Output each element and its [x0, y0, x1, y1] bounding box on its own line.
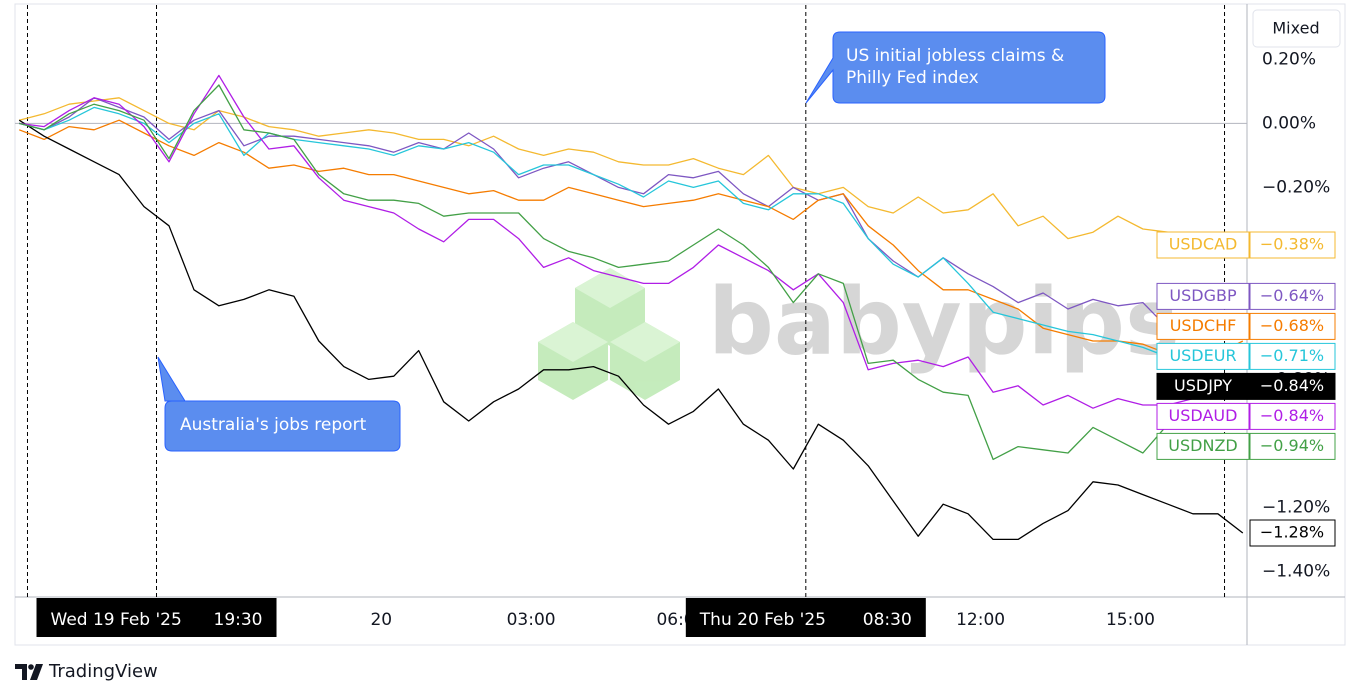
brand-logo — [28, 664, 34, 670]
value-label-box — [1249, 402, 1336, 430]
value-label-box — [1249, 312, 1336, 340]
annotation: Australia's jobs report — [157, 356, 401, 452]
watermark-text: babypips — [708, 268, 1180, 375]
value-label: −0.38% — [1260, 235, 1324, 254]
series-line — [19, 97, 1243, 246]
series-name-box — [1156, 231, 1250, 259]
value-label: −0.94% — [1260, 436, 1324, 455]
brand: TradingView — [15, 661, 158, 682]
scale-mode-button-label[interactable]: Mixed — [1272, 19, 1319, 38]
series-name-box — [1156, 282, 1250, 310]
y-tick-label: −1.40% — [1262, 561, 1330, 581]
series-line — [18, 119, 1244, 355]
brand-logo — [15, 664, 27, 680]
series-name-box — [1156, 402, 1250, 430]
y-tick-label: −1.20% — [1262, 497, 1330, 517]
series-name: USDEUR — [1169, 346, 1236, 365]
watermark-cube — [538, 322, 608, 362]
watermark-cube — [575, 268, 645, 346]
annotation-bubble — [157, 356, 401, 452]
series-name-box — [1156, 342, 1250, 370]
value-label: −0.71% — [1260, 346, 1324, 365]
crosshair-time: 08:30 — [863, 610, 912, 630]
series-line — [19, 106, 1243, 358]
annotation-text: US initial jobless claims & — [846, 46, 1064, 66]
value-label-box — [1249, 231, 1336, 259]
series-name: USDNZD — [1168, 436, 1237, 455]
crosshair-date: Thu 20 Feb '25 — [699, 610, 826, 630]
value-label: −0.84% — [1260, 376, 1324, 395]
x-tick-label: 03:00 — [507, 610, 556, 630]
brand-logo — [30, 664, 43, 680]
value-label-box — [1249, 519, 1336, 547]
annotation-bubble — [805, 31, 1106, 104]
y-tick-label: −0.20% — [1262, 177, 1330, 197]
series-line — [19, 74, 1243, 409]
x-tick-label: 15:00 — [1106, 610, 1155, 630]
series-name: USDAUD — [1169, 406, 1238, 425]
value-label-box — [1249, 372, 1336, 400]
watermark: babypips — [538, 268, 1180, 400]
value-label: −0.64% — [1260, 286, 1324, 305]
value-label-box — [1249, 342, 1336, 370]
axes: 0.20%0.00%−0.20%−0.80%−1.20%−1.40%2003:0… — [36, 49, 1336, 637]
x-tick-label: 20 — [370, 610, 392, 630]
scale-mode-button-box[interactable] — [1252, 9, 1341, 48]
annotation: US initial jobless claims & Philly Fed i… — [805, 31, 1106, 104]
scale-mode-button[interactable]: Mixed — [1252, 9, 1341, 48]
value-label: −0.84% — [1260, 406, 1324, 425]
series-name-box — [1156, 372, 1250, 400]
series-name-box — [1156, 312, 1250, 340]
crosshair-time-box — [685, 598, 926, 637]
brand-name: TradingView — [48, 661, 158, 682]
series-name-box — [1156, 432, 1250, 460]
annotation-text: Australia's jobs report — [180, 415, 367, 435]
crosshair-time-box — [36, 598, 277, 637]
value-label: −1.28% — [1260, 523, 1324, 542]
series-line — [19, 84, 1243, 461]
value-label-box — [1249, 432, 1336, 460]
chart-frame — [14, 3, 1346, 646]
series-name: USDCHF — [1170, 316, 1237, 335]
watermark-cube — [575, 268, 645, 308]
watermark-cube — [610, 322, 680, 400]
value-label: −0.68% — [1260, 316, 1324, 335]
crosshair-date: Wed 19 Feb '25 — [51, 610, 182, 630]
y-tick-label: 0.00% — [1262, 113, 1316, 133]
watermark-cube — [610, 322, 680, 362]
x-tick-label: 12:00 — [956, 610, 1005, 630]
series-name: USDCAD — [1169, 235, 1238, 254]
series-name: USDGBP — [1169, 286, 1237, 305]
value-label-box — [1249, 282, 1336, 310]
watermark-cube — [538, 322, 608, 400]
y-tick-label: 0.20% — [1262, 49, 1316, 69]
crosshair-time: 19:30 — [214, 610, 263, 630]
series-name: USDJPY — [1174, 376, 1232, 395]
series-line — [18, 119, 1244, 541]
annotation-text: Philly Fed index — [846, 68, 979, 88]
